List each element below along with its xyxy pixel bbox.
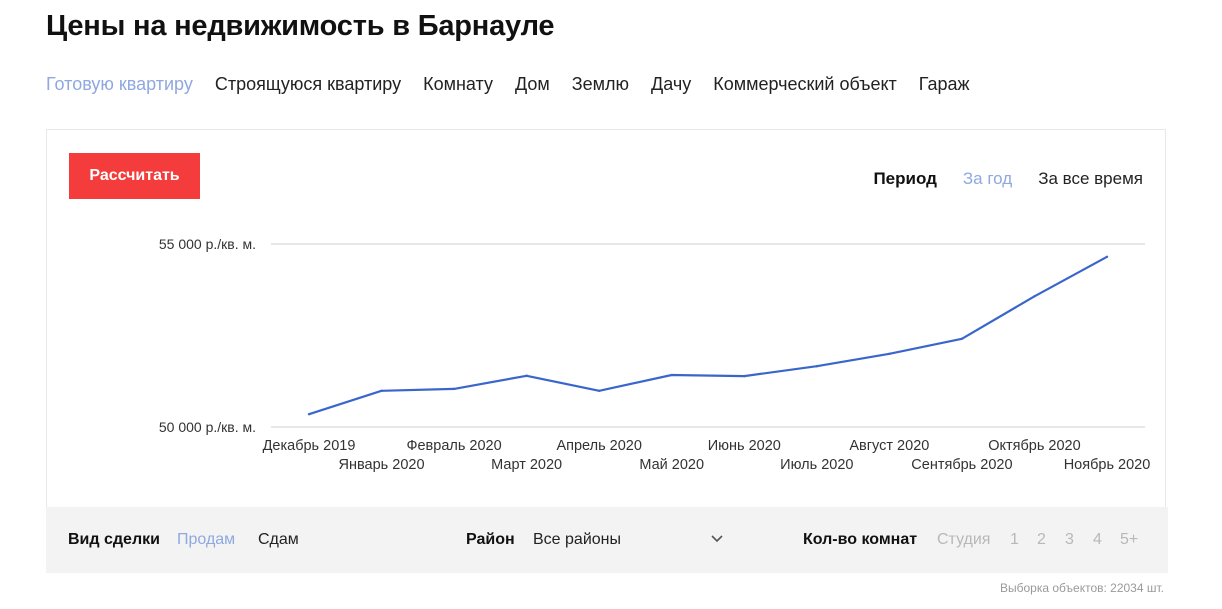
- data-point-11: [1105, 255, 1109, 259]
- rooms-option-4[interactable]: 4: [1093, 531, 1102, 548]
- tab-ready-apartment[interactable]: Готовую квартиру: [46, 74, 193, 94]
- sample-size-note: Выборка объектов: 22034 шт.: [1000, 581, 1164, 595]
- deal-option-rent[interactable]: Сдам: [258, 531, 299, 548]
- rooms-option-1[interactable]: 1: [1010, 531, 1019, 548]
- data-point-3: [525, 374, 528, 377]
- x-tick-label-1: Январь 2020: [339, 457, 425, 473]
- tab-dacha[interactable]: Дачу: [651, 74, 692, 94]
- tab-commercial[interactable]: Коммерческий объект: [713, 74, 897, 94]
- data-point-9: [960, 337, 964, 340]
- data-point-2: [452, 387, 456, 391]
- data-point-7: [815, 365, 819, 368]
- y-tick-label-0: 55 000 р./кв. м.: [159, 236, 256, 252]
- x-tick-label-10: Октябрь 2020: [988, 438, 1081, 454]
- price-series-line: [308, 255, 1108, 416]
- price-line-chart: 55 000 р./кв. м. 50 000 р./кв. м. Декабрь …: [159, 236, 1151, 473]
- chevron-down-icon[interactable]: [711, 533, 723, 545]
- x-tick-label-4: Апрель 2020: [556, 438, 641, 454]
- tab-land[interactable]: Землю: [571, 74, 630, 94]
- data-point-10: [1033, 295, 1036, 298]
- tab-new-apartment[interactable]: Строящуюся квартиру: [214, 74, 402, 94]
- data-point-4: [597, 389, 601, 392]
- rooms-count-label: Кол-во комнат: [803, 531, 918, 548]
- district-select[interactable]: Все районы: [533, 531, 621, 548]
- tab-room[interactable]: Комнату: [423, 74, 493, 94]
- x-tick-label-8: Август 2020: [849, 438, 929, 454]
- calculate-button[interactable]: Рассчитать: [69, 153, 200, 199]
- price-chart-card: Рассчитать Период За год За все время 55…: [46, 129, 1166, 507]
- x-tick-label-7: Июль 2020: [780, 457, 853, 473]
- data-point-1: [380, 389, 383, 392]
- x-tick-label-5: Май 2020: [639, 457, 704, 473]
- rooms-option-2[interactable]: 2: [1037, 531, 1046, 548]
- tab-garage[interactable]: Гараж: [918, 74, 970, 94]
- x-tick-label-6: Июнь 2020: [708, 438, 781, 454]
- x-tick-label-3: Март 2020: [491, 457, 562, 473]
- data-point-8: [888, 352, 891, 355]
- data-point-5: [670, 373, 673, 377]
- tab-house[interactable]: Дом: [514, 74, 550, 94]
- page-title: Цены на недвижимость в Барнауле: [46, 10, 555, 42]
- period-selector: Период За год За все время: [873, 169, 1143, 189]
- rooms-option-3[interactable]: 3: [1065, 531, 1074, 548]
- period-label: Период: [873, 169, 937, 188]
- deal-type-label: Вид сделки: [68, 531, 160, 548]
- x-tick-label-2: Февраль 2020: [406, 438, 501, 454]
- period-option-all-time[interactable]: За все время: [1038, 169, 1143, 188]
- x-tick-label-11: Ноябрь 2020: [1064, 457, 1151, 473]
- x-tick-label-0: Декабрь 2019: [263, 438, 356, 454]
- property-type-tabs: Готовую квартиру Строящуюся квартиру Ком…: [46, 74, 970, 95]
- y-tick-label-1: 50 000 р./кв. м.: [159, 419, 256, 435]
- district-label: Район: [466, 531, 515, 548]
- data-point-6: [743, 374, 746, 378]
- period-option-year[interactable]: За год: [962, 169, 1013, 188]
- rooms-option-studio[interactable]: Студия: [937, 531, 991, 548]
- deal-option-sell[interactable]: Продам: [177, 531, 236, 548]
- rooms-option-5-plus[interactable]: 5+: [1120, 531, 1139, 548]
- data-point-0: [307, 412, 311, 416]
- filters-bar: Вид сделки Продам Сдам Район Все районы …: [46, 507, 1168, 573]
- x-tick-label-9: Сентябрь 2020: [911, 457, 1012, 473]
